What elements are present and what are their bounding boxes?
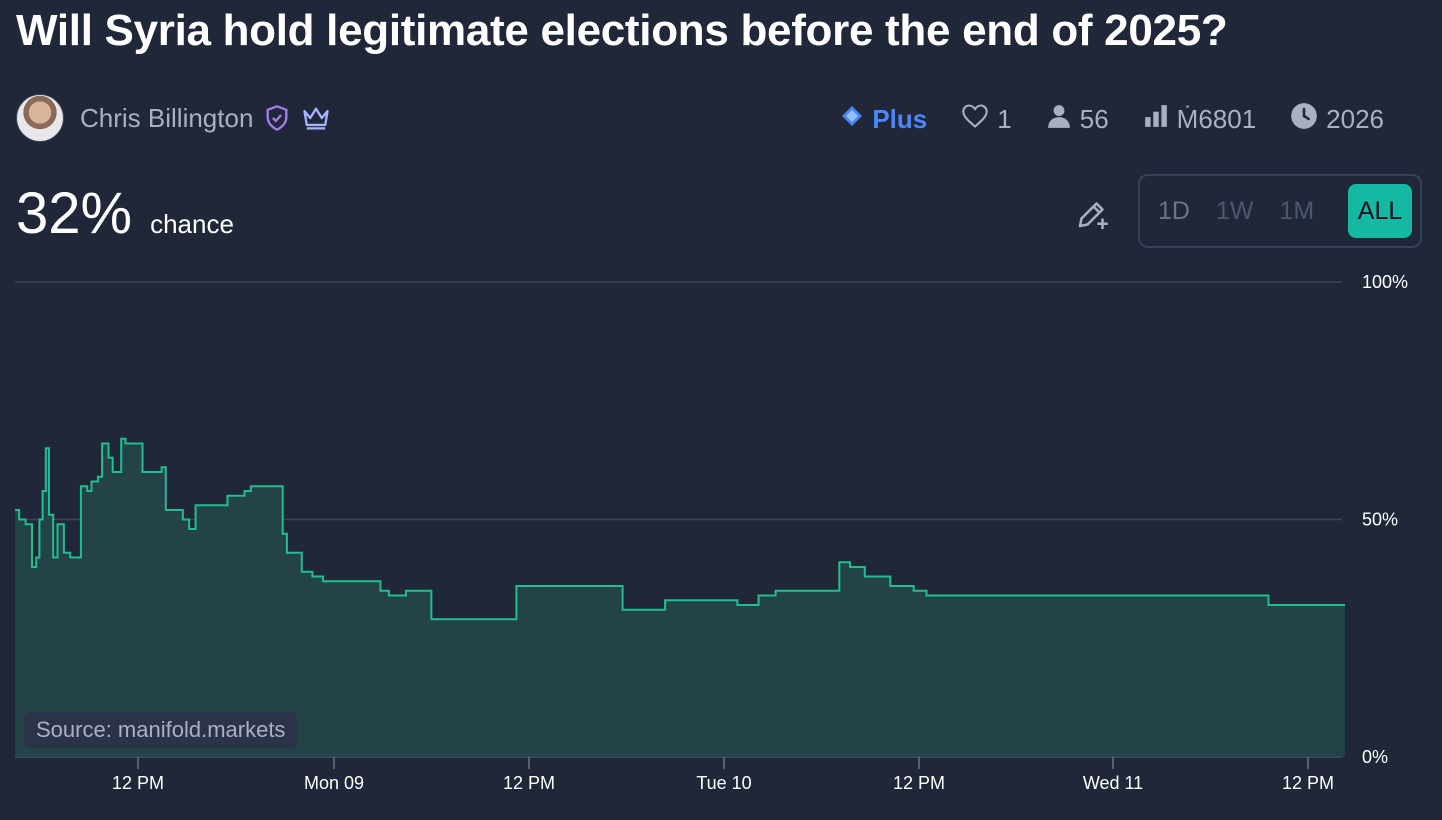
diamond-icon [840,104,864,135]
x-tick-label: Wed 11 [1083,773,1143,793]
x-tick-label: 12 PM [1282,773,1334,793]
shield-check-icon [263,104,291,132]
traders-count: 56 [1079,103,1109,134]
y-tick-label: 0% [1362,747,1388,767]
range-1w-button[interactable]: 1W [1215,196,1254,225]
market-title: Will Syria hold legitimate elections bef… [16,6,1228,55]
crown-icon [301,104,331,132]
x-tick-label: 12 PM [503,773,555,793]
y-tick-label: 50% [1362,510,1398,530]
heart-icon [961,103,989,136]
x-tick-label: Tue 10 [696,773,751,793]
author-name[interactable]: Chris Billington [80,102,254,133]
x-tick-label: Mon 09 [304,773,364,793]
avatar[interactable] [16,94,64,142]
range-1d-button[interactable]: 1D [1158,196,1190,225]
probability-display: 32% chance [16,180,234,247]
x-tick-label: 12 PM [893,773,945,793]
time-range-selector: 1D 1W 1M ALL [1138,174,1422,248]
pencil-plus-icon[interactable] [1074,196,1110,232]
probability-area [15,438,1345,757]
x-tick-label: 12 PM [112,773,164,793]
volume-amount: Ṁ6801 [1176,103,1257,134]
volume-stat: Ṁ6801 [1143,103,1257,136]
likes-stat[interactable]: 1 [961,103,1012,136]
bar-chart-icon [1143,103,1169,136]
likes-count: 1 [997,103,1012,134]
close-date-stat: 2026 [1290,102,1384,137]
probability-line [15,437,1345,621]
traders-stat[interactable]: 56 [1046,103,1109,136]
range-1m-button[interactable]: 1M [1279,196,1315,225]
probability-chart[interactable]: 12 PM Mon 09 12 PM Tue 10 12 PM Wed 11 12 PM 10… [0,260,1442,800]
user-icon [1046,103,1072,136]
y-tick-label: 100% [1362,272,1408,292]
market-stats: Plus 1 56 Ṁ6801 2026 [840,100,1384,138]
author-row: Chris Billington [16,94,331,142]
probability-value: 32% [16,181,133,246]
probability-label: chance [150,209,234,239]
plus-label: Plus [872,103,928,134]
clock-icon [1290,102,1318,137]
plus-badge[interactable]: Plus [840,104,927,135]
range-all-button[interactable]: ALL [1348,184,1412,238]
source-label: Source: manifold.markets [24,712,298,748]
close-year: 2026 [1326,103,1384,134]
